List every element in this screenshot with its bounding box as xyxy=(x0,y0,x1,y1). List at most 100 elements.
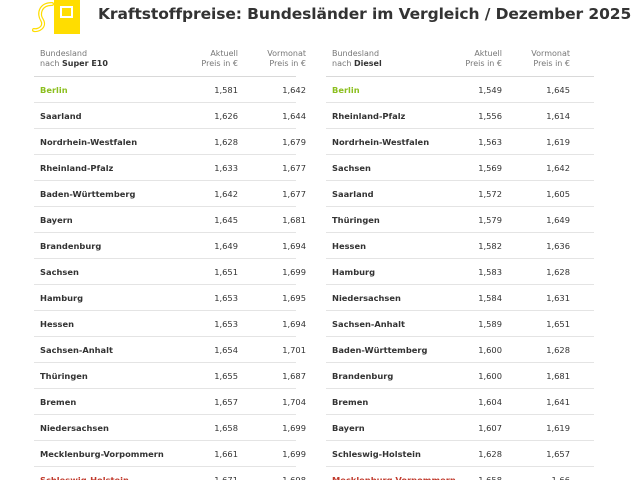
cell-state: Bremen xyxy=(40,397,77,407)
table-super-e10: Bundesland nach Super E10 Aktuell Preis … xyxy=(34,48,306,480)
cell-previous-price: 1,677 xyxy=(282,163,306,173)
cell-previous-price: 1,694 xyxy=(282,241,306,251)
table-row: Brandenburg 1,600 1,681 xyxy=(326,363,594,389)
cell-state: Sachsen xyxy=(332,163,371,173)
cell-state: Niedersachsen xyxy=(332,293,401,303)
cell-state: Rheinland-Pfalz xyxy=(40,163,114,173)
table-row: Bremen 1,604 1,641 xyxy=(326,389,594,415)
table-diesel: Bundesland nach Diesel Aktuell Preis in … xyxy=(326,48,594,480)
cell-current-price: 1,572 xyxy=(478,189,502,199)
cell-current-price: 1,628 xyxy=(478,449,502,459)
cell-state: Schleswig-Holstein xyxy=(332,449,421,459)
cell-current-price: 1,583 xyxy=(478,267,502,277)
table-row: Bremen 1,657 1,704 xyxy=(34,389,306,415)
cell-previous-price: 1,651 xyxy=(546,319,570,329)
table-header: Bundesland nach Diesel Aktuell Preis in … xyxy=(326,48,594,76)
cell-previous-price: 1,687 xyxy=(282,371,306,381)
cell-previous-price: 1,628 xyxy=(546,345,570,355)
cell-state: Mecklenburg-Vorpommern xyxy=(332,475,456,480)
cell-current-price: 1,584 xyxy=(478,293,502,303)
cell-state: Baden-Württemberg xyxy=(332,345,428,355)
table-row: Niedersachsen 1,584 1,631 xyxy=(326,285,594,311)
cell-current-price: 1,642 xyxy=(214,189,238,199)
table-row: Hamburg 1,653 1,695 xyxy=(34,285,306,311)
cell-previous-price: 1,645 xyxy=(546,85,570,95)
page-title: Kraftstoffpreise: Bundesländer im Vergle… xyxy=(98,5,632,23)
cell-previous-price: 1,628 xyxy=(546,267,570,277)
cell-previous-price: 1,642 xyxy=(546,163,570,173)
cell-state: Hamburg xyxy=(40,293,84,303)
cell-previous-price: 1,704 xyxy=(282,397,306,407)
cell-current-price: 1,658 xyxy=(214,423,238,433)
cell-previous-price: 1,641 xyxy=(546,397,570,407)
table-row: Sachsen-Anhalt 1,654 1,701 xyxy=(34,337,306,363)
header-current-unit: Preis in € xyxy=(201,59,238,68)
table-body: Berlin 1,581 1,642 Saarland 1,626 1,644 Nordrh… xyxy=(34,76,306,480)
cell-current-price: 1,626 xyxy=(214,111,238,121)
header-previous-label: Vormonat xyxy=(531,49,570,58)
cell-previous-price: 1,679 xyxy=(282,137,306,147)
cell-previous-price: 1,699 xyxy=(282,267,306,277)
cell-state: Hamburg xyxy=(332,267,376,277)
table-row: Bayern 1,607 1,619 xyxy=(326,415,594,441)
table-row: Schleswig-Holstein 1,671 1,698 xyxy=(34,467,306,480)
cell-current-price: 1,604 xyxy=(478,397,502,407)
cell-current-price: 1,549 xyxy=(478,85,502,95)
cell-previous-price: 1,657 xyxy=(546,449,570,459)
cell-previous-price: 1,701 xyxy=(282,345,306,355)
cell-state: Sachsen xyxy=(40,267,79,277)
table-row: Brandenburg 1,649 1,694 xyxy=(34,233,306,259)
table-row: Nordrhein-Westfalen 1,563 1,619 xyxy=(326,129,594,155)
table-row: Hamburg 1,583 1,628 xyxy=(326,259,594,285)
cell-state: Hessen xyxy=(40,319,74,329)
header-current-label: Aktuell xyxy=(210,49,238,58)
cell-previous-price: 1,619 xyxy=(546,137,570,147)
cell-previous-price: 1,636 xyxy=(546,241,570,251)
header-state: Bundesland nach Diesel xyxy=(332,49,382,69)
table-row: Rheinland-Pfalz 1,633 1,677 xyxy=(34,155,306,181)
cell-previous-price: 1,649 xyxy=(546,215,570,225)
cell-current-price: 1,653 xyxy=(214,319,238,329)
table-row: Sachsen 1,569 1,642 xyxy=(326,155,594,181)
cell-state: Thüringen xyxy=(40,371,88,381)
cell-previous-price: 1,681 xyxy=(546,371,570,381)
cell-current-price: 1,658 xyxy=(478,475,502,480)
cell-state: Brandenburg xyxy=(332,371,394,381)
cell-state: Sachsen-Anhalt xyxy=(40,345,113,355)
cell-state: Schleswig-Holstein xyxy=(40,475,129,480)
cell-state: Bayern xyxy=(332,423,365,433)
table-body: Berlin 1,549 1,645 Rheinland-Pfalz 1,556 1,61… xyxy=(326,76,594,480)
cell-current-price: 1,569 xyxy=(478,163,502,173)
header-fuel: Super E10 xyxy=(61,59,108,68)
cell-previous-price: 1,699 xyxy=(282,423,306,433)
cell-state: Brandenburg xyxy=(40,241,102,251)
cell-current-price: 1,657 xyxy=(214,397,238,407)
table-row: Sachsen 1,651 1,699 xyxy=(34,259,306,285)
cell-previous-price: 1,631 xyxy=(546,293,570,303)
cell-current-price: 1,661 xyxy=(214,449,238,459)
header-previous: Vormonat Preis in € xyxy=(236,49,306,69)
header-state-sort: nach Super E10 xyxy=(40,59,108,69)
table-row: Thüringen 1,655 1,687 xyxy=(34,363,306,389)
table-row: Baden-Württemberg 1,600 1,628 xyxy=(326,337,594,363)
table-row: Berlin 1,549 1,645 xyxy=(326,77,594,103)
cell-current-price: 1,556 xyxy=(478,111,502,121)
cell-current-price: 1,655 xyxy=(214,371,238,381)
header-state-label: Bundesland xyxy=(332,49,380,58)
table-row: Saarland 1,572 1,605 xyxy=(326,181,594,207)
table-row: Hessen 1,582 1,636 xyxy=(326,233,594,259)
cell-current-price: 1,589 xyxy=(478,319,502,329)
table-row: Nordrhein-Westfalen 1,628 1,679 xyxy=(34,129,306,155)
cell-state: Bremen xyxy=(332,397,369,407)
cell-current-price: 1,651 xyxy=(214,267,238,277)
header-state-prefix: nach xyxy=(40,59,62,68)
header-previous-label: Vormonat xyxy=(267,49,306,58)
cell-state: Hessen xyxy=(332,241,366,251)
cell-state: Nordrhein-Westfalen xyxy=(40,137,138,147)
cell-current-price: 1,582 xyxy=(478,241,502,251)
cell-current-price: 1,600 xyxy=(478,345,502,355)
cell-current-price: 1,600 xyxy=(478,371,502,381)
cell-current-price: 1,563 xyxy=(478,137,502,147)
cell-previous-price: 1,642 xyxy=(282,85,306,95)
cell-state: Niedersachsen xyxy=(40,423,109,433)
